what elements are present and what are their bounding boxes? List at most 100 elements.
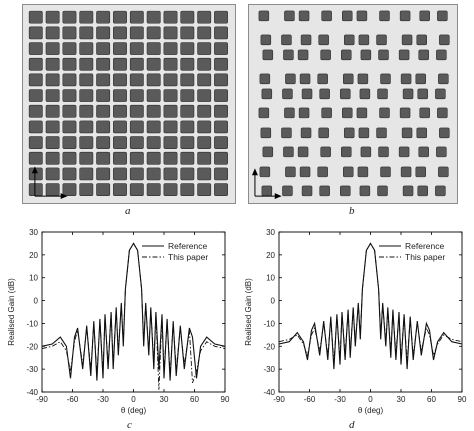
chart-d-svg: -90 -60 -30 0 30 60 90 -40 -30 -20 -10 0 10 20 30 θ (de…	[244, 228, 467, 415]
panel-label-b: b	[349, 205, 355, 217]
array-element	[399, 107, 411, 119]
array-element	[319, 88, 330, 100]
array-element	[340, 185, 351, 197]
y-tick-label: 30	[29, 228, 38, 237]
array-element	[418, 49, 429, 61]
array-element	[401, 127, 413, 139]
array-element	[214, 183, 228, 196]
legend-label: This paper	[405, 252, 445, 262]
array-element	[96, 26, 111, 40]
array-element	[79, 42, 94, 55]
array-element	[320, 49, 331, 61]
array-element	[113, 104, 127, 118]
panel-a-uniform-array	[22, 4, 236, 204]
array-element	[283, 49, 294, 61]
array-element	[45, 73, 60, 87]
array-element	[96, 167, 111, 181]
array-element	[45, 10, 60, 24]
array-element	[340, 88, 351, 100]
array-element	[319, 185, 330, 197]
array-element	[45, 136, 60, 149]
x-tick-label: -90	[36, 395, 48, 404]
array-element	[180, 26, 195, 40]
y-tick-label: -20	[26, 342, 38, 351]
array-element	[79, 136, 94, 149]
array-element	[113, 120, 127, 134]
y-tick-label: 10	[29, 274, 38, 283]
array-element	[356, 10, 368, 22]
x-tick-label: 60	[190, 395, 199, 404]
array-element	[260, 127, 272, 139]
array-element	[317, 73, 328, 85]
array-element	[113, 151, 127, 165]
array-element	[146, 89, 161, 102]
array-element	[28, 57, 43, 71]
array-element	[402, 185, 414, 197]
array-element	[436, 49, 447, 61]
array-element	[358, 34, 370, 46]
array-element	[284, 10, 295, 22]
array-element	[318, 127, 329, 139]
array-element	[62, 151, 77, 165]
array-element	[146, 57, 161, 71]
array-element	[416, 127, 427, 139]
array-element	[45, 89, 60, 102]
array-element	[299, 73, 311, 85]
array-element	[300, 127, 312, 139]
array-element	[28, 167, 43, 181]
array-element	[281, 127, 292, 139]
panel-b-sparse-array	[248, 4, 458, 204]
x-axis-title: θ (deg)	[121, 406, 147, 415]
array-element	[28, 120, 43, 134]
array-element	[343, 34, 355, 46]
array-element	[321, 10, 332, 22]
array-element	[79, 104, 94, 118]
array-element	[45, 120, 60, 134]
array-element	[282, 185, 293, 197]
array-element	[358, 127, 370, 139]
x-tick-label: 60	[427, 395, 436, 404]
array-element	[163, 151, 178, 165]
array-element	[317, 166, 328, 178]
y-tick-label: -40	[26, 388, 38, 397]
array-element	[417, 185, 428, 197]
array-element	[400, 73, 412, 85]
array-element	[439, 127, 450, 139]
array-element	[28, 183, 43, 196]
array-element	[96, 136, 111, 149]
array-element	[146, 120, 161, 134]
array-element	[28, 104, 43, 118]
array-element	[180, 151, 195, 165]
array-element	[437, 107, 448, 119]
array-element	[284, 107, 295, 119]
array-element	[45, 183, 60, 196]
array-element	[262, 146, 274, 158]
array-element	[261, 185, 273, 197]
array-element	[398, 49, 410, 61]
axes-arrow-icon	[251, 168, 282, 200]
array-element	[163, 10, 178, 24]
array-element	[439, 34, 450, 46]
array-element	[28, 151, 43, 165]
array-element	[163, 136, 178, 149]
array-element	[258, 107, 270, 119]
x-tick-label: 90	[221, 395, 230, 404]
array-element	[360, 146, 372, 158]
array-element	[62, 73, 77, 87]
array-element	[180, 120, 195, 134]
array-element	[163, 167, 178, 181]
array-element	[285, 73, 296, 85]
array-element	[28, 136, 43, 149]
array-element	[415, 73, 426, 85]
array-element	[197, 167, 212, 181]
array-element	[398, 146, 410, 158]
array-element	[180, 42, 195, 55]
array-element	[79, 120, 94, 134]
array-element	[96, 89, 111, 102]
array-element	[379, 10, 390, 22]
array-element	[129, 73, 144, 87]
array-element	[297, 49, 309, 61]
array-element	[129, 151, 144, 165]
array-element	[197, 10, 212, 24]
array-element	[214, 42, 228, 55]
